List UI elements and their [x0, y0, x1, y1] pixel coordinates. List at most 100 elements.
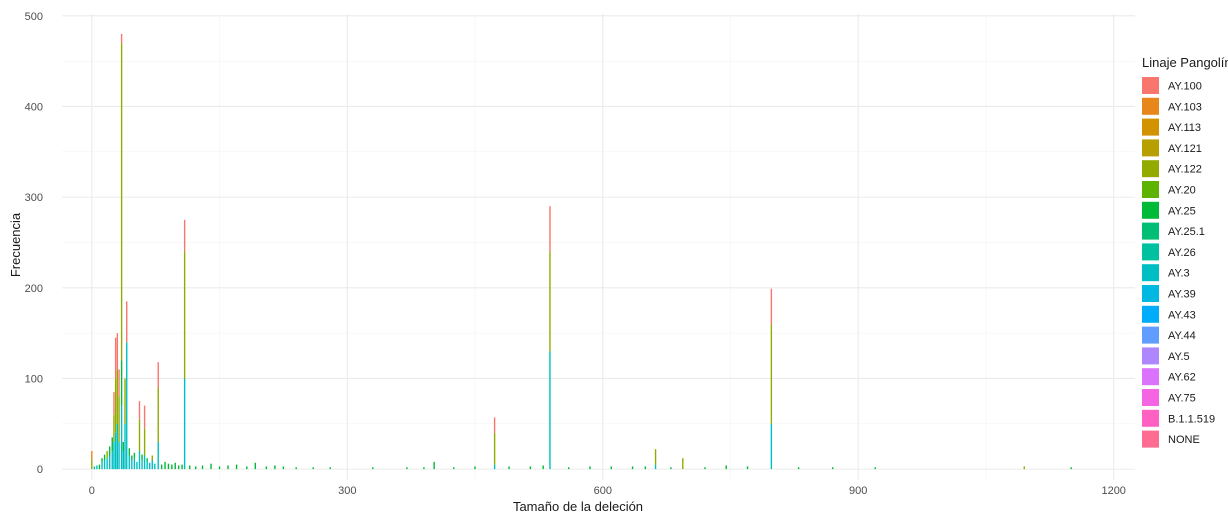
legend-key [1142, 389, 1159, 406]
x-tick-label: 0 [89, 485, 95, 497]
bar-segment [118, 396, 120, 442]
bar-segment [160, 464, 163, 470]
bar-segment [670, 467, 672, 470]
bar-segment [631, 466, 634, 470]
bar-segment [120, 405, 123, 470]
legend-label: AY.5 [1168, 351, 1190, 363]
bar-segment [157, 362, 159, 388]
bar-segment [91, 450, 93, 461]
bar-segment [108, 446, 111, 456]
bar-segment [106, 450, 108, 459]
legend-key [1142, 368, 1159, 386]
bar-segment [406, 467, 408, 470]
tick-labels: 0 300 600 900 1200 0 100 200 300 400 500 [25, 11, 1126, 497]
bar-segment [113, 414, 115, 442]
bar-segment [114, 337, 117, 379]
bar-segment [295, 467, 297, 470]
bar-segment [103, 460, 106, 470]
bar-segment [433, 461, 435, 470]
bar-segment [143, 405, 146, 429]
bar-segment [493, 432, 496, 465]
legend-label: AY.25 [1168, 205, 1196, 217]
y-axis-title: Frecuencia [8, 212, 23, 277]
bar-segment [146, 458, 148, 462]
bar-segment [1023, 466, 1025, 470]
bar-segment [201, 465, 204, 470]
legend-key [1142, 181, 1159, 198]
legend-key [1142, 409, 1159, 427]
bar-segment [254, 462, 257, 470]
legend-label: AY.39 [1168, 289, 1196, 301]
y-tick-label: 500 [25, 11, 43, 23]
bar-segment [124, 423, 126, 470]
bar-segment [549, 251, 551, 352]
bar-segment [1070, 467, 1072, 470]
bar-segment [549, 206, 551, 252]
bar-segment [610, 466, 612, 470]
bar-segment [93, 466, 96, 470]
bar-segment [372, 467, 374, 470]
bar-segment [567, 467, 570, 470]
legend-label: AY.25.1 [1168, 226, 1205, 238]
x-tick-label: 900 [849, 485, 867, 497]
legend-key [1142, 222, 1159, 240]
bar-segment [111, 450, 113, 470]
bar-segment [154, 463, 156, 470]
legend-label: AY.103 [1168, 101, 1202, 113]
bar-segment [101, 461, 103, 470]
bar-segment [138, 450, 141, 470]
bar-segment [143, 428, 146, 456]
bar-segment [493, 417, 496, 433]
legend-label: NONE [1168, 434, 1200, 446]
legend-key [1142, 97, 1159, 115]
bar-segment [183, 219, 186, 252]
legend-key [1142, 305, 1159, 323]
bar-segment [91, 460, 93, 470]
bar-segment [423, 467, 425, 470]
bar-segment [149, 462, 151, 470]
bar-segment [183, 251, 186, 379]
bar-segment [136, 461, 138, 470]
bar-segment [167, 463, 170, 470]
bar-segment [120, 43, 123, 361]
bar-segment [265, 466, 268, 470]
bar-segment [131, 455, 133, 461]
bar-segment [181, 464, 183, 470]
bar-segment [235, 464, 238, 470]
legend-key [1142, 118, 1159, 136]
bar-segment [128, 448, 130, 456]
bar-segment [146, 461, 148, 470]
legend-key [1142, 201, 1159, 219]
legend-key [1142, 77, 1159, 94]
legend: Linaje Pangolín AY.100 AY.103 AY.113 AY.121… [1142, 55, 1228, 448]
legend-label: B.1.1.519 [1168, 413, 1215, 425]
bar-segment [312, 467, 314, 470]
bar-segment [138, 401, 141, 420]
legend-label: AY.26 [1168, 247, 1196, 259]
y-tick-label: 200 [25, 283, 43, 295]
bar-segment [542, 465, 544, 470]
bar-segment [770, 423, 773, 470]
legend-label: AY.43 [1168, 309, 1196, 321]
bar-segment [725, 465, 727, 470]
legend-key [1142, 347, 1159, 365]
bar-segment [131, 460, 133, 470]
bar-segment [118, 441, 120, 470]
bar-segment [126, 301, 128, 343]
bar-segment [549, 351, 551, 470]
bar-segment [194, 466, 197, 470]
bar-segment [189, 465, 191, 470]
legend-label: AY.122 [1168, 164, 1202, 176]
bar-segment [122, 450, 125, 470]
bar-segment [101, 458, 103, 462]
bar-segment [113, 441, 115, 470]
bar-segment [831, 467, 834, 470]
legend-key [1142, 264, 1159, 282]
bar-segment [746, 466, 749, 470]
bar-segment [116, 333, 119, 370]
bar-segment [589, 466, 591, 470]
bar-segment [141, 460, 143, 470]
bar-segment [874, 467, 876, 470]
bar-segment [96, 465, 98, 470]
